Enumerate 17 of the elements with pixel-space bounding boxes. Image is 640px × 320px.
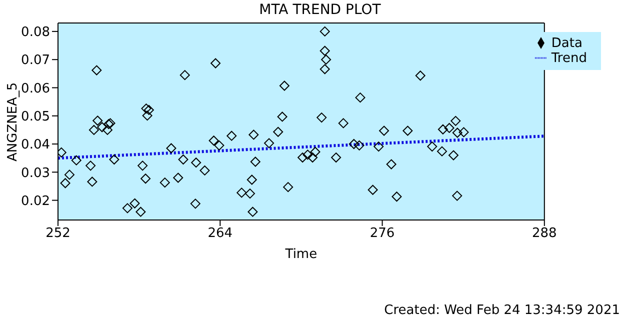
y-axis-title: ANGZNEA_5 xyxy=(6,82,21,162)
y-tick-label: 0.07 xyxy=(21,53,50,68)
legend-label: Data xyxy=(551,36,582,51)
x-tick-label: 276 xyxy=(370,226,395,242)
x-tick-label: 288 xyxy=(532,226,557,242)
y-tick-label: 0.02 xyxy=(21,194,50,209)
legend-label: Trend xyxy=(551,51,587,66)
y-tick-label: 0.03 xyxy=(21,166,50,181)
y-tick-label: 0.06 xyxy=(21,81,50,96)
text: Created: Wed Feb 24 13:34:59 2021 xyxy=(384,303,620,318)
chart-title: MTA TREND PLOT xyxy=(258,2,382,18)
y-tick-label: 0.08 xyxy=(21,25,50,40)
x-tick-label: 252 xyxy=(46,226,70,242)
y-tick-label: 0.05 xyxy=(21,109,50,124)
x-axis-title: Time xyxy=(284,247,318,262)
y-tick-label: 0.04 xyxy=(21,138,50,153)
x-tick-label: 264 xyxy=(208,226,233,242)
